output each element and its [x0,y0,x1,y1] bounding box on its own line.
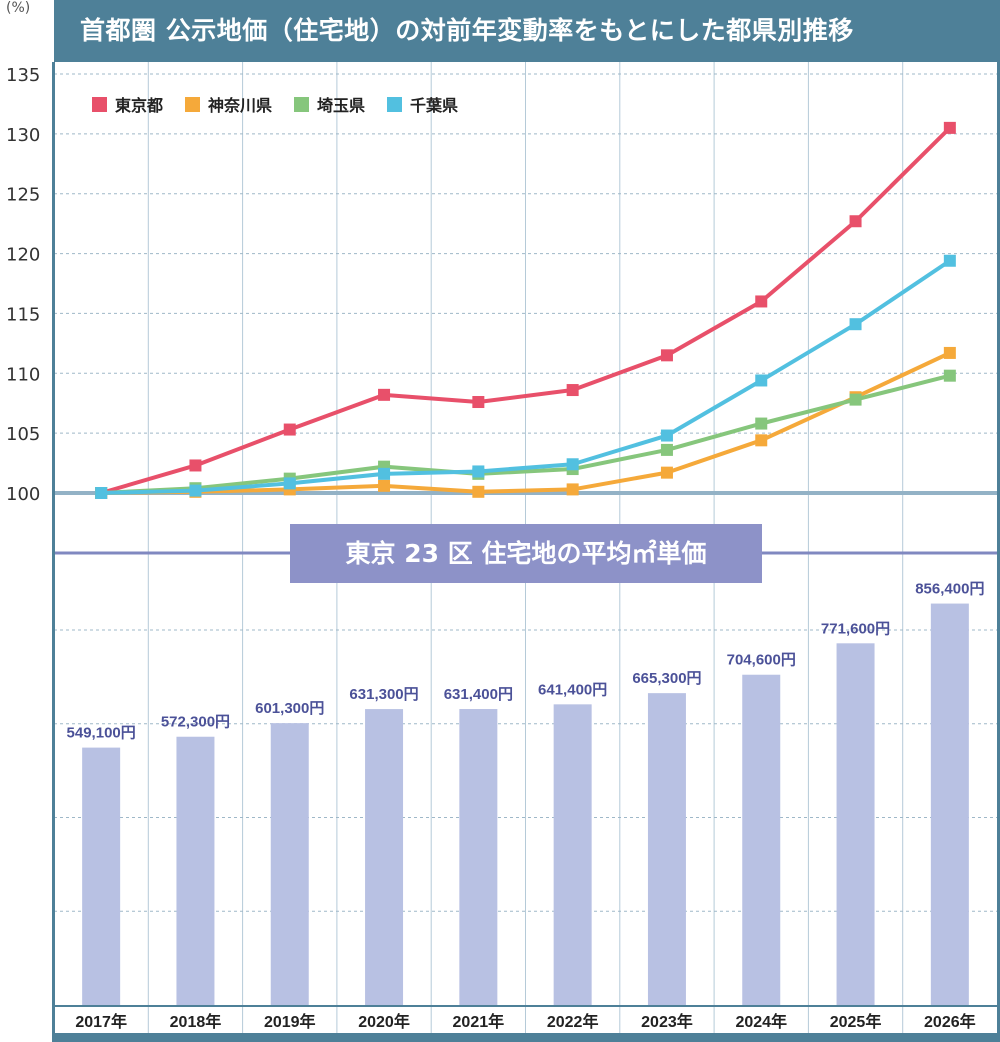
data-point [849,215,862,228]
y-tick-label: 125 [6,185,40,206]
y-tick-label: 120 [6,245,40,266]
bar [553,704,592,1005]
right-border [997,62,1000,1042]
data-point [189,484,202,497]
data-point [849,318,862,331]
bar-data-label: 771,600円 [821,620,890,637]
data-point [378,388,391,401]
data-point [755,434,768,447]
bar-data-label: 549,100円 [67,725,136,742]
data-point [660,443,673,456]
y-axis-unit: (%) [6,0,31,16]
bar-data-label: 601,300円 [255,700,324,717]
data-point [378,479,391,492]
data-point [189,459,202,472]
data-point [95,487,108,499]
bar-data-label: 704,600円 [727,652,796,669]
legend-label: 神奈川県 [208,96,273,115]
x-tick-label: 2025年 [830,1012,882,1031]
bar-data-label: 665,300円 [632,670,701,687]
legend-item: 神奈川県 [185,92,272,116]
bar-chart-title: 東京 23 区 住宅地の平均㎡単価 [290,524,762,583]
series-line [100,126,952,495]
y-tick-label: 135 [6,65,40,86]
data-point [660,466,673,479]
data-point [283,477,296,490]
bar [365,709,404,1005]
bar-data-label: 631,300円 [349,686,418,703]
bar [459,709,498,1005]
data-point [566,384,579,397]
bar [836,643,875,1005]
legend-label: 千葉県 [410,96,459,115]
data-point [755,295,768,308]
data-point [755,417,768,430]
data-point [283,423,296,436]
bar [930,603,969,1005]
data-point [378,467,391,480]
data-point [943,254,956,267]
legend: 東京都 神奈川県 埼玉県 千葉県 [92,92,458,116]
bar [82,747,121,1005]
legend-swatch [92,96,107,112]
data-point [943,346,956,359]
x-tick-label: 2020年 [358,1012,410,1031]
bar [270,723,309,1005]
legend-swatch [294,96,310,112]
data-point [943,121,956,134]
data-point [660,429,673,442]
bar-data-label: 572,300円 [161,714,230,731]
legend-swatch [185,96,201,112]
data-point [566,483,579,496]
x-tick-label: 2018年 [170,1012,222,1031]
series-line [101,259,951,495]
data-point [472,396,485,409]
legend-item: 埼玉県 [294,92,365,116]
data-point [566,458,579,471]
legend-label: 埼玉県 [317,96,366,115]
data-point [849,393,862,406]
bar [647,693,686,1005]
legend-label: 東京都 [115,96,164,115]
data-point [755,374,768,387]
bottom-border [52,1033,1000,1042]
y-tick-label: 110 [6,364,40,385]
left-axis-border [52,62,55,1042]
x-tick-label: 2024年 [735,1012,787,1031]
y-tick-label: 130 [6,125,40,146]
x-tick-label: 2022年 [547,1012,599,1031]
x-tick-label: 2023年 [641,1012,693,1031]
legend-swatch [387,96,403,112]
data-point [660,349,673,362]
y-tick-label: 115 [6,304,40,325]
bar-data-label: 641,400円 [538,681,607,698]
line-chart-title: 首都圏 公示地価（住宅地）の対前年変動率をもとにした都県別推移 [54,0,1000,62]
data-point [472,465,485,478]
bar [176,736,215,1005]
y-tick-label: 105 [6,424,40,445]
series-line [101,351,951,495]
legend-item: 千葉県 [387,92,458,116]
bar-data-label: 631,400円 [444,686,513,703]
bar-data-label: 856,400円 [915,581,984,598]
x-tick-label: 2026年 [924,1012,976,1031]
data-point [943,369,956,382]
y-tick-label: 100 [6,484,40,505]
x-tick-label: 2019年 [264,1012,316,1031]
x-tick-label: 2021年 [453,1012,505,1031]
series-line [101,373,951,495]
data-point [472,485,485,498]
x-tick-label: 2017年 [75,1012,127,1031]
bar [742,674,781,1005]
legend-item: 東京都 [92,92,163,116]
